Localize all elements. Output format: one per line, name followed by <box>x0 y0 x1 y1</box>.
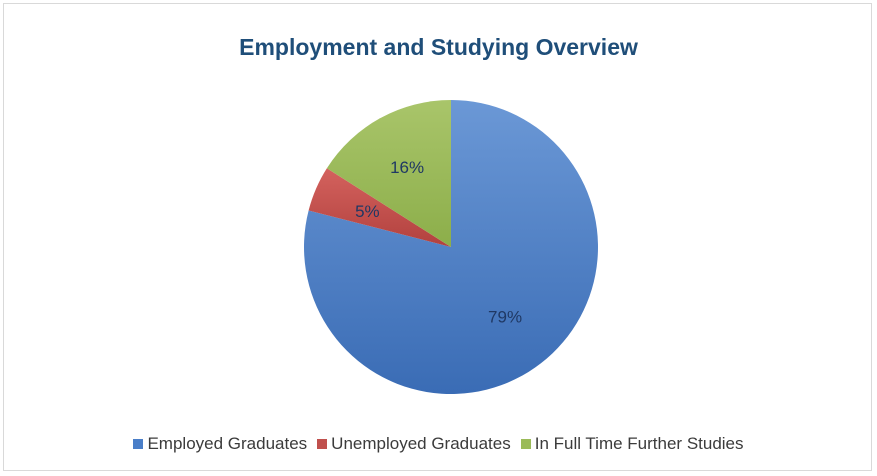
data-label-further-studies: 16% <box>390 158 424 177</box>
legend-item-unemployed: Unemployed Graduates <box>317 434 511 454</box>
data-label-unemployed: 5% <box>355 202 380 221</box>
legend-label-unemployed: Unemployed Graduates <box>331 434 511 453</box>
legend: Employed Graduates Unemployed Graduates … <box>4 434 873 454</box>
legend-label-further-studies: In Full Time Further Studies <box>534 434 744 453</box>
pie-slice-further-studies <box>326 100 451 247</box>
legend-item-further-studies: In Full Time Further Studies <box>520 434 744 454</box>
chart-area: Employment and Studying Overview 79% 5% 16… <box>3 3 872 471</box>
legend-label-employed: Employed Graduates <box>147 434 308 453</box>
chart-title: Employment and Studying Overview <box>239 34 638 60</box>
legend-swatch-employed <box>133 439 144 449</box>
pie-slice-unemployed <box>308 168 451 247</box>
pie-chart: 79% 5% 16% <box>304 100 598 394</box>
legend-item-employed: Employed Graduates <box>133 434 307 454</box>
data-label-employed: 79% <box>488 308 522 327</box>
legend-swatch-further-studies <box>520 439 531 449</box>
legend-swatch-unemployed <box>317 439 328 449</box>
